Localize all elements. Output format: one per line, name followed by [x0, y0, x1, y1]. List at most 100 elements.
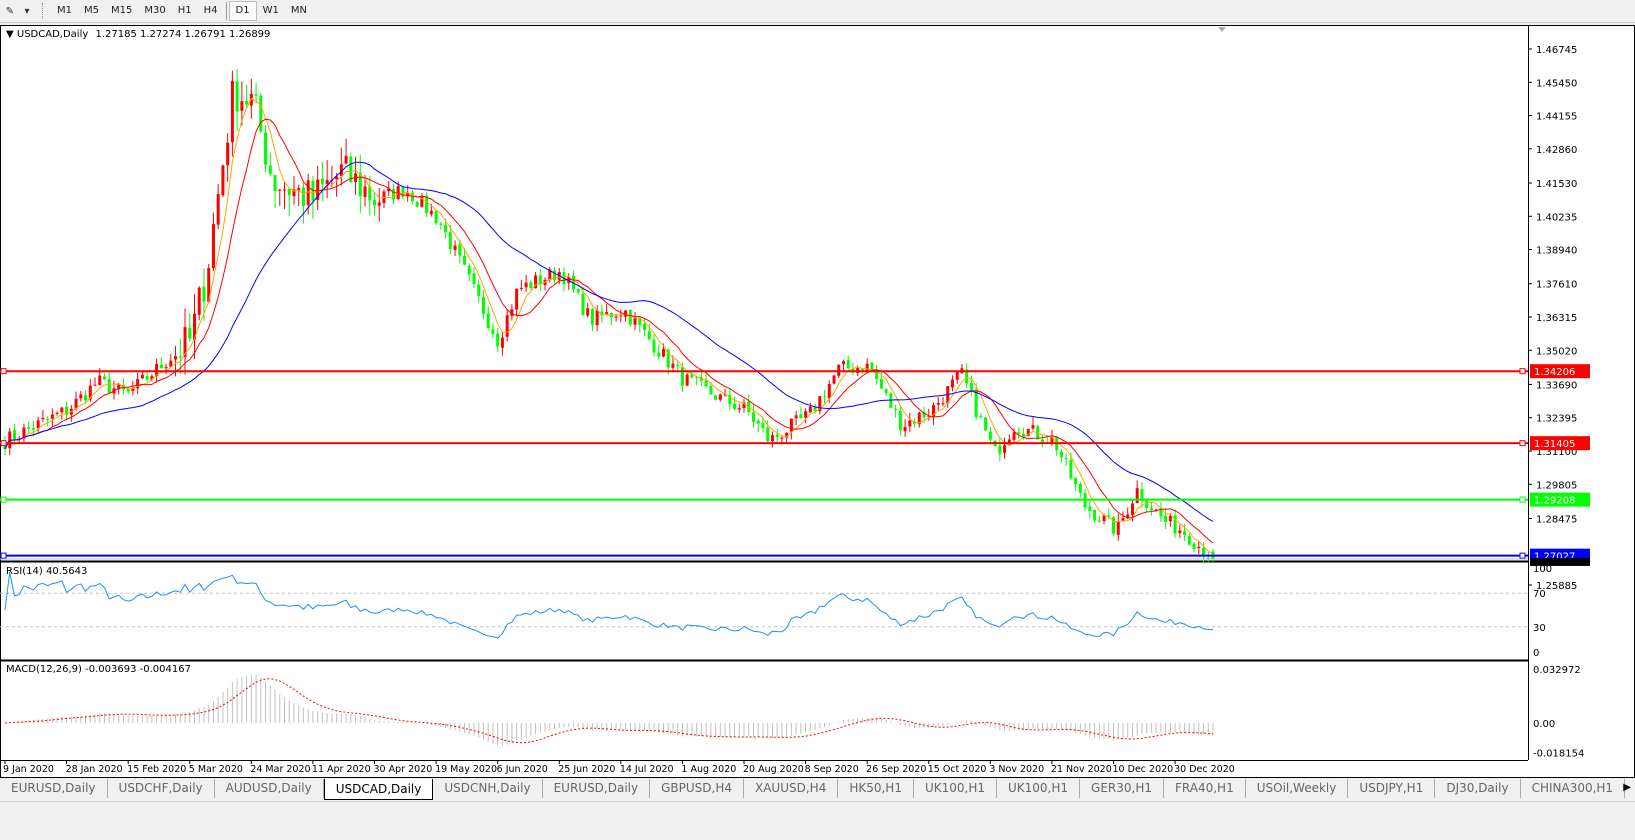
chart-tab[interactable]: XAUUSD,H4: [744, 779, 839, 798]
candle-body: [60, 407, 64, 413]
chart-tab[interactable]: EURUSD,Daily: [0, 779, 108, 798]
timeframe-w1[interactable]: W1: [262, 5, 279, 16]
chart-tab[interactable]: USDCAD,Daily: [323, 779, 434, 800]
macd-label: MACD(12,26,9) -0.003693 -0.004167: [6, 664, 191, 675]
candle-body: [723, 394, 727, 396]
candle: [297, 184, 301, 207]
candle: [614, 314, 618, 322]
chart-tab[interactable]: USDCNH,Daily: [433, 779, 543, 798]
dropdown-arrow-icon[interactable]: ▾: [24, 5, 30, 17]
price-axis-label: 1.25885: [1536, 581, 1577, 592]
macd-axis-label: -0.018154: [1533, 749, 1584, 760]
chart-tab[interactable]: EURUSD,Daily: [543, 779, 651, 798]
candle: [543, 277, 547, 291]
chart-tab[interactable]: USOil,Weekly: [1246, 779, 1349, 798]
chart-tab[interactable]: HK50,H1: [838, 779, 914, 798]
candle-body: [988, 431, 992, 440]
chart-tab[interactable]: AUDUSD,Daily: [215, 779, 324, 798]
chart-tab[interactable]: GER30,H1: [1080, 779, 1164, 798]
chart-tab[interactable]: UK100,H1: [914, 779, 997, 798]
candle: [1097, 516, 1101, 523]
price-line-label-bg: [1530, 364, 1590, 379]
candle: [282, 181, 286, 209]
candle-body: [1149, 508, 1153, 511]
candle-body: [676, 364, 680, 366]
chart-tab[interactable]: GBPUSD,H4: [650, 779, 744, 798]
date-axis-label: 15 Feb 2020: [127, 764, 186, 775]
candle-body: [894, 408, 898, 410]
chart-tabs: EURUSD,Daily USDCHF,Daily AUDUSD,Daily USDC…: [0, 779, 1635, 800]
candle: [1187, 532, 1191, 546]
candle-body: [50, 414, 54, 419]
chart-tab[interactable]: UK100,H1: [997, 779, 1081, 798]
candle: [65, 401, 69, 421]
candle-body: [922, 411, 926, 418]
timeframe-h1[interactable]: H1: [177, 5, 192, 16]
timeframe-m1[interactable]: M1: [57, 5, 72, 16]
collapse-triangle-icon[interactable]: ▼: [6, 29, 14, 40]
price-axis-label: 1.35020: [1536, 346, 1577, 357]
timeframe-h4[interactable]: H4: [203, 5, 218, 16]
candle: [169, 353, 173, 368]
candle-body: [638, 317, 642, 325]
candle: [1074, 477, 1078, 492]
timeframe-m15[interactable]: M15: [111, 5, 133, 16]
candle-body: [155, 363, 159, 376]
candle-body: [1012, 432, 1016, 440]
candle: [273, 175, 277, 209]
candle-body: [278, 189, 282, 191]
tabs-scroll-right-icon[interactable]: ▶: [1623, 782, 1631, 793]
candle-body: [515, 288, 519, 310]
chart-tab[interactable]: DJ30,Daily: [1435, 779, 1521, 798]
date-axis-label: 26 Sep 2020: [866, 764, 926, 775]
line-handle: [0, 552, 7, 559]
timeframe-m30[interactable]: M30: [144, 5, 166, 16]
candle-body: [31, 427, 35, 430]
candle-body: [1050, 436, 1054, 443]
macd-axis-label: 0.032972: [1533, 665, 1581, 676]
chart-tab[interactable]: FRA40,H1: [1164, 779, 1246, 798]
chart-tab[interactable]: CHINA300,H1: [1521, 779, 1626, 798]
timeframe-m5[interactable]: M5: [84, 5, 99, 16]
candle-body: [529, 282, 533, 289]
candle: [1197, 541, 1201, 555]
candle: [74, 391, 78, 411]
candle-body: [728, 394, 732, 405]
candle: [254, 82, 258, 104]
chart-tab[interactable]: USDJPY,H1: [1348, 779, 1436, 798]
price-line-label: 1.29208: [1534, 496, 1575, 507]
candle-body: [704, 380, 708, 387]
candle-body: [145, 376, 149, 380]
candle: [576, 288, 580, 295]
drawing-tools-icon[interactable]: ✎: [5, 5, 15, 17]
candle-body: [46, 419, 50, 421]
candle-body: [841, 361, 845, 365]
candle: [704, 373, 708, 389]
candle-body: [600, 311, 604, 316]
candle: [216, 184, 220, 230]
candle-body: [1102, 515, 1106, 522]
candle-body: [98, 375, 102, 386]
candle-body: [680, 367, 684, 386]
candle: [879, 371, 883, 390]
status-bar: [0, 801, 1635, 840]
candle-body: [1178, 530, 1182, 534]
candle: [524, 274, 528, 292]
candle-body: [477, 284, 481, 297]
candle-body: [865, 363, 869, 372]
chart-tab[interactable]: USDCHF,Daily: [108, 779, 215, 798]
candle: [500, 331, 504, 356]
chart-window[interactable]: 1.46745 1.45450 1.44155 1.42860 1.41530 1.402…: [0, 0, 1635, 779]
candle: [1093, 509, 1097, 523]
candle: [335, 173, 339, 197]
chart-background: [0, 25, 1635, 778]
timeframe-d1[interactable]: D1: [228, 1, 257, 21]
candle: [676, 360, 680, 371]
timeframe-mn[interactable]: MN: [290, 5, 307, 16]
date-axis-label: 10 Dec 2020: [1113, 764, 1174, 775]
candle-body: [1017, 432, 1021, 434]
candle-body: [998, 445, 1002, 454]
candle: [619, 309, 623, 323]
candle: [534, 271, 538, 289]
candle: [1145, 499, 1149, 513]
